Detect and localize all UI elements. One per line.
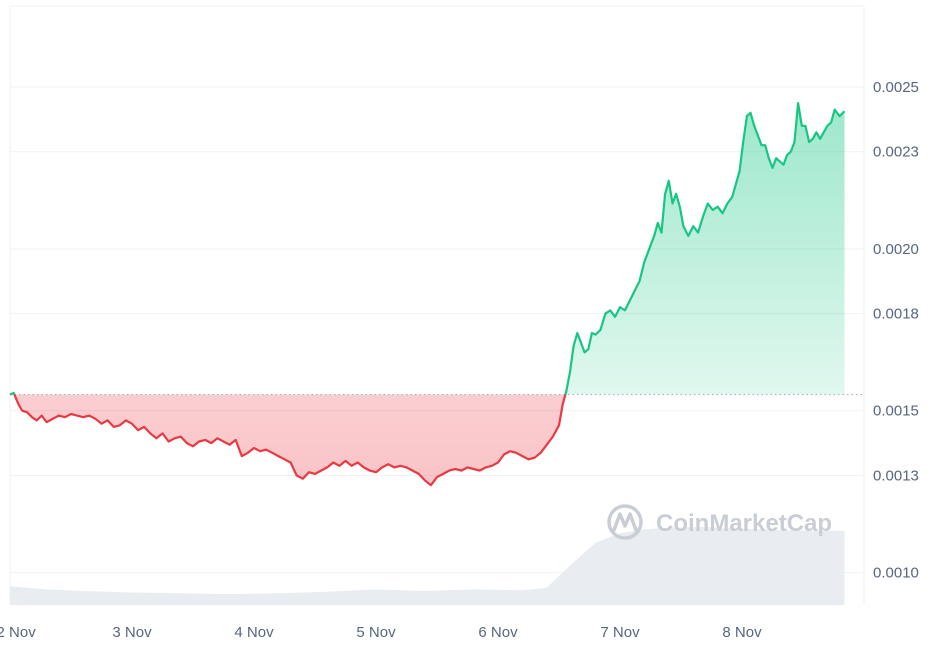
- y-tick-label: 0.0018: [873, 306, 919, 323]
- price-area-up: [10, 103, 845, 395]
- y-tick-label: 0.0020: [873, 241, 919, 258]
- price-line-up: [9, 102, 846, 395]
- x-tick-label: 3 Nov: [112, 624, 152, 641]
- coinmarketcap-logo-icon: [607, 504, 643, 540]
- x-tick-label: 6 Nov: [478, 624, 518, 641]
- price-area-down: [14, 394, 566, 486]
- y-tick-label: 0.0025: [873, 79, 919, 96]
- x-axis: 2 Nov 3 Nov 4 Nov 5 Nov 6 Nov 7 Nov 8 Nov: [0, 624, 762, 641]
- x-tick-label: 2 Nov: [0, 624, 36, 641]
- watermark-text: CoinMarketCap: [656, 510, 832, 537]
- x-tick-label: 7 Nov: [600, 624, 640, 641]
- watermark: CoinMarketCap: [607, 504, 832, 540]
- y-tick-label: 0.0023: [873, 144, 919, 161]
- y-tick-label: 0.0010: [873, 565, 919, 582]
- volume-area: [10, 527, 845, 605]
- x-tick-label: 5 Nov: [356, 624, 396, 641]
- x-tick-label: 4 Nov: [234, 624, 274, 641]
- price-line-down: [10, 394, 567, 487]
- y-tick-label: 0.0013: [873, 467, 919, 484]
- x-tick-label: 8 Nov: [722, 624, 762, 641]
- y-tick-label: 0.0015: [873, 403, 919, 420]
- y-axis: 0.0010 0.0013 0.0015 0.0018 0.0020 0.0023 0.00…: [873, 79, 919, 582]
